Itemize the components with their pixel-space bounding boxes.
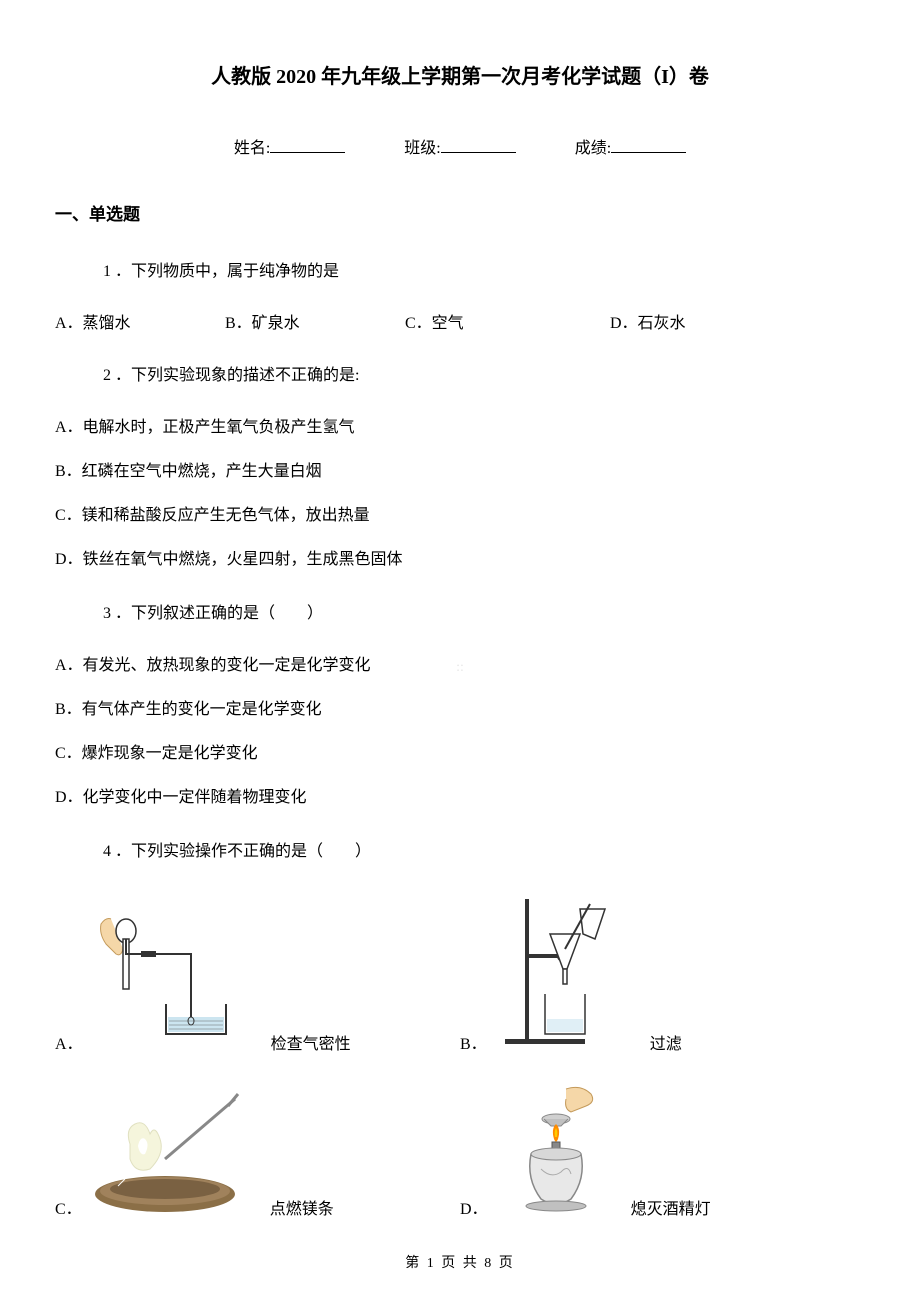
q1-b: B．矿泉水 bbox=[225, 309, 405, 333]
q1-options: A．蒸馏水 B．矿泉水 C．空气 D．石灰水 bbox=[55, 309, 865, 333]
q2-d: D．铁丝在氧气中燃烧，火星四射，生成黑色固体 bbox=[55, 545, 865, 569]
name-blank bbox=[270, 152, 345, 153]
q4-prompt: 4 ．下列实验操作不正确的是（ ） bbox=[55, 837, 865, 861]
page-footer: 第 1 页 共 8 页 bbox=[0, 1252, 920, 1272]
q4-option-d: D． 熄灭酒精灯 bbox=[460, 1084, 865, 1219]
q3-c: C．爆炸现象一定是化学变化 bbox=[55, 739, 865, 763]
q3-prompt: 3 ．下列叙述正确的是（ ） bbox=[55, 599, 865, 623]
q2-prompt: 2 ．下列实验现象的描述不正确的是: bbox=[55, 361, 865, 385]
airtight-diagram bbox=[91, 909, 256, 1054]
q1-a: A．蒸馏水 bbox=[55, 309, 225, 333]
filter-diagram bbox=[495, 889, 635, 1054]
score-blank bbox=[611, 152, 686, 153]
name-label: 姓名: bbox=[234, 134, 270, 158]
q4-option-b: B． 过滤 bbox=[460, 889, 865, 1054]
q4-c-letter: C． bbox=[55, 1195, 82, 1219]
q4-b-text: 过滤 bbox=[650, 1030, 682, 1054]
magnesium-diagram bbox=[90, 1084, 255, 1219]
class-label: 班级: bbox=[404, 134, 440, 158]
q4-option-a: A． 检查气密性 bbox=[55, 889, 460, 1054]
q2-b: B．红磷在空气中燃烧，产生大量白烟 bbox=[55, 457, 865, 481]
exam-title: 人教版 2020 年九年级上学期第一次月考化学试题（I）卷 bbox=[55, 60, 865, 89]
q1-prompt: 1 ．下列物质中，属于纯净物的是 bbox=[55, 257, 865, 281]
q4-d-letter: D． bbox=[460, 1195, 488, 1219]
score-label: 成绩: bbox=[575, 134, 611, 158]
q3-b: B．有气体产生的变化一定是化学变化 bbox=[55, 695, 865, 719]
q2-c: C．镁和稀盐酸反应产生无色气体，放出热量 bbox=[55, 501, 865, 525]
q4-a-letter: A． bbox=[55, 1030, 83, 1054]
section-title: 一、单选题 bbox=[55, 200, 865, 225]
form-row: 姓名: 班级: 成绩: bbox=[55, 134, 865, 158]
q1-d: D．石灰水 bbox=[610, 309, 686, 333]
q1-c: C．空气 bbox=[405, 309, 610, 333]
q4-b-letter: B． bbox=[460, 1030, 487, 1054]
q4-c-text: 点燃镁条 bbox=[270, 1195, 334, 1219]
q2-a: A．电解水时，正极产生氧气负极产生氢气 bbox=[55, 413, 865, 437]
lamp-diagram bbox=[496, 1084, 616, 1219]
q3-a: A．有发光、放热现象的变化一定是化学变化 bbox=[55, 651, 865, 675]
q4-a-text: 检查气密性 bbox=[271, 1030, 351, 1054]
q4-d-text: 熄灭酒精灯 bbox=[631, 1195, 711, 1219]
class-blank bbox=[441, 152, 516, 153]
q4-image-options: A． 检查气密性 B． bbox=[55, 889, 865, 1249]
q4-option-c: C． 点燃镁条 bbox=[55, 1084, 460, 1219]
q3-d: D．化学变化中一定伴随着物理变化 bbox=[55, 783, 865, 807]
